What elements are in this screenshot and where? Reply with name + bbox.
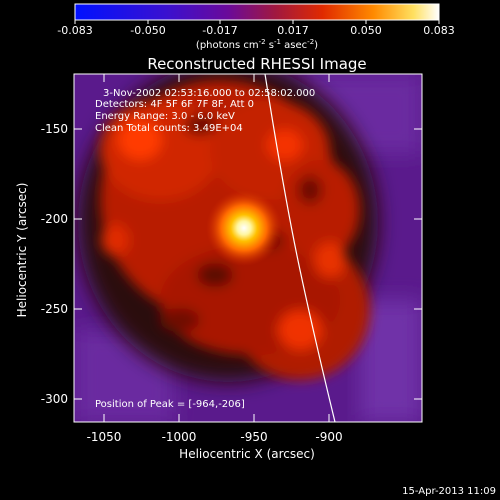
solar-limb-line <box>264 74 336 422</box>
x-axis-ticks <box>103 74 330 422</box>
colorbar-tick-label: -0.083 <box>57 24 92 37</box>
x-tick-label: -1050 <box>87 430 122 444</box>
info-detectors: Detectors: 4F 5F 6F 7F 8F, Att 0 <box>95 99 254 110</box>
y-tick-label: -150 <box>41 122 68 136</box>
colorbar-tick-label: 0.050 <box>350 24 382 37</box>
info-method: Clean Total counts: 3.49E+04 <box>95 123 243 134</box>
y-tick-label: -300 <box>41 392 68 406</box>
x-tick-label: -900 <box>315 430 342 444</box>
x-tick-label: -1000 <box>162 430 197 444</box>
colorbar-ticks <box>74 20 440 24</box>
colorbar-tick-label: 0.083 <box>423 24 455 37</box>
info-block: 3-Nov-2002 02:53:16.000 to 02:58:02.000 … <box>95 88 315 134</box>
x-axis-label: Heliocentric X (arcsec) <box>179 447 315 461</box>
colorbar-tick-label: 0.017 <box>277 24 309 37</box>
peak-position-label: Position of Peak = [-964,-206] <box>95 399 245 410</box>
x-tick-label: -950 <box>240 430 267 444</box>
plot-title: Reconstructed RHESSI Image <box>147 55 366 73</box>
colorbar <box>74 3 440 21</box>
colorbar-tick-label: -0.017 <box>202 24 237 37</box>
rhessi-image <box>74 74 422 422</box>
info-time-range: 3-Nov-2002 02:53:16.000 to 02:58:02.000 <box>103 88 315 99</box>
y-tick-label: -250 <box>41 302 68 316</box>
y-axis-ticks <box>74 128 422 400</box>
peak-source <box>206 190 282 266</box>
info-energy: Energy Range: 3.0 - 6.0 keV <box>95 111 235 122</box>
colorbar-units: (photons cm-2 s-1 asec-2) <box>196 38 318 51</box>
plot-frame <box>73 73 423 423</box>
y-axis-label: Heliocentric Y (arcsec) <box>15 183 29 318</box>
footer-timestamp: 15-Apr-2013 11:09 <box>402 486 496 497</box>
colorbar-tick-label: -0.050 <box>130 24 165 37</box>
y-tick-label: -200 <box>41 212 68 226</box>
